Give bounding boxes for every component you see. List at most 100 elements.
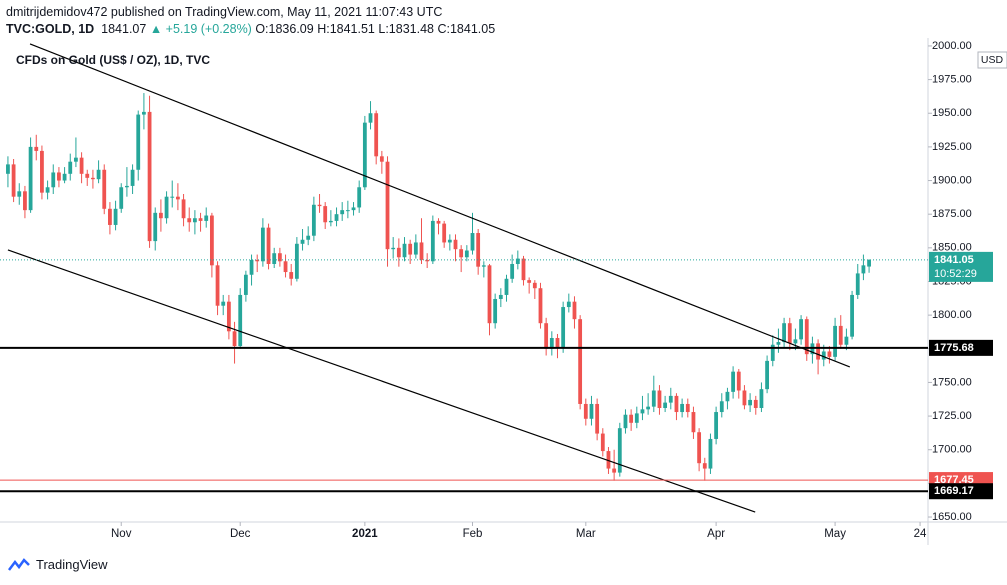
candle-body [74, 157, 78, 162]
candle-body [600, 433, 605, 452]
candle-body [408, 243, 413, 255]
candle-body [646, 406, 651, 410]
candle-body [476, 233, 481, 267]
level-label: 1775.68 [934, 342, 974, 354]
candle-body [272, 253, 277, 264]
candle-body [96, 169, 101, 180]
x-tick-label: May [824, 528, 846, 540]
x-tick-label: Nov [111, 528, 132, 540]
candle-body [232, 331, 237, 347]
candle-body [345, 210, 350, 212]
candle-body [34, 146, 39, 151]
candle-body [136, 114, 141, 170]
trend-line [7, 249, 756, 513]
candle-body [164, 196, 169, 219]
candle-body [793, 339, 798, 344]
candle-body [691, 412, 696, 433]
candle-body [731, 371, 736, 392]
candle-body [238, 294, 243, 347]
candle-body [821, 351, 826, 360]
candle-body [838, 325, 843, 345]
candle-body [759, 389, 764, 408]
candle-body [402, 243, 407, 258]
candle-body [108, 208, 112, 225]
candle-body [538, 288, 543, 324]
candle-body [804, 319, 809, 355]
candle-body [243, 274, 248, 295]
candle-body [493, 298, 498, 324]
header: dmitrijdemidov472 published on TradingVi… [6, 4, 495, 38]
candle-body [651, 390, 656, 407]
candle-body [464, 250, 469, 258]
candle-body [181, 199, 186, 219]
candle-body [782, 323, 786, 343]
candle-body [561, 307, 566, 348]
candle-body [68, 161, 73, 174]
candle-body [226, 301, 231, 332]
candle-body [589, 403, 594, 419]
candle-body [57, 172, 61, 181]
candle-body [527, 280, 532, 283]
x-tick-label: Dec [230, 528, 251, 540]
candle-body [742, 390, 747, 406]
candle-body [62, 173, 67, 181]
candle-body [583, 403, 588, 419]
candle-body [17, 191, 22, 197]
candle-body [668, 395, 673, 403]
candle-body [833, 325, 837, 357]
candle-body [294, 243, 299, 279]
close: C:1841.05 [437, 22, 496, 36]
candle-body [368, 113, 373, 123]
candle-body [85, 173, 90, 178]
candle-body [799, 319, 803, 340]
candle-body [850, 294, 854, 337]
candle-body [328, 220, 333, 223]
candle-body [51, 172, 56, 188]
candle-body [459, 249, 464, 258]
candle-body [379, 156, 384, 162]
candle-body [549, 338, 554, 349]
candle-body [277, 253, 282, 262]
candle-body [187, 218, 192, 223]
candle-body [419, 242, 424, 260]
candle-body [663, 402, 668, 408]
candle-body [198, 218, 203, 221]
candle-body [680, 403, 685, 413]
candle-body [844, 336, 849, 345]
x-tick-label: 2021 [352, 528, 378, 540]
countdown: 10:52:29 [934, 268, 977, 280]
candle-body [306, 235, 311, 240]
candle-body [504, 278, 509, 295]
candle-body [249, 259, 254, 275]
candle-body [130, 169, 135, 186]
candle-body [113, 208, 118, 225]
candle-body [413, 242, 418, 255]
candle-body [748, 399, 753, 406]
y-tick-label: 1875.00 [932, 208, 972, 220]
candle-body [442, 223, 447, 243]
candle-body [357, 187, 362, 208]
author: dmitrijdemidov472 published on TradingVi… [6, 5, 443, 19]
candle-body [23, 191, 27, 211]
candle-body [351, 207, 356, 211]
x-tick-label: 24 [914, 528, 927, 540]
candle-body [425, 259, 430, 262]
candle-body [498, 294, 503, 299]
level-label: 1669.17 [934, 485, 974, 497]
candle-body [770, 344, 775, 361]
candle-body [142, 111, 146, 115]
y-tick-label: 1850.00 [932, 242, 972, 254]
candle-body [125, 185, 129, 188]
change: ▲ +5.19 (+0.28%) [149, 22, 252, 36]
candle-body [606, 451, 611, 469]
candle-body [487, 265, 492, 324]
y-tick-label: 1700.00 [932, 444, 972, 456]
candle-body [753, 399, 758, 408]
candle-body [629, 414, 634, 423]
candle-body [204, 215, 209, 221]
candle-body [323, 206, 328, 223]
y-tick-label: 1950.00 [932, 107, 972, 119]
candle-body [827, 351, 832, 357]
candle-body [362, 122, 367, 188]
